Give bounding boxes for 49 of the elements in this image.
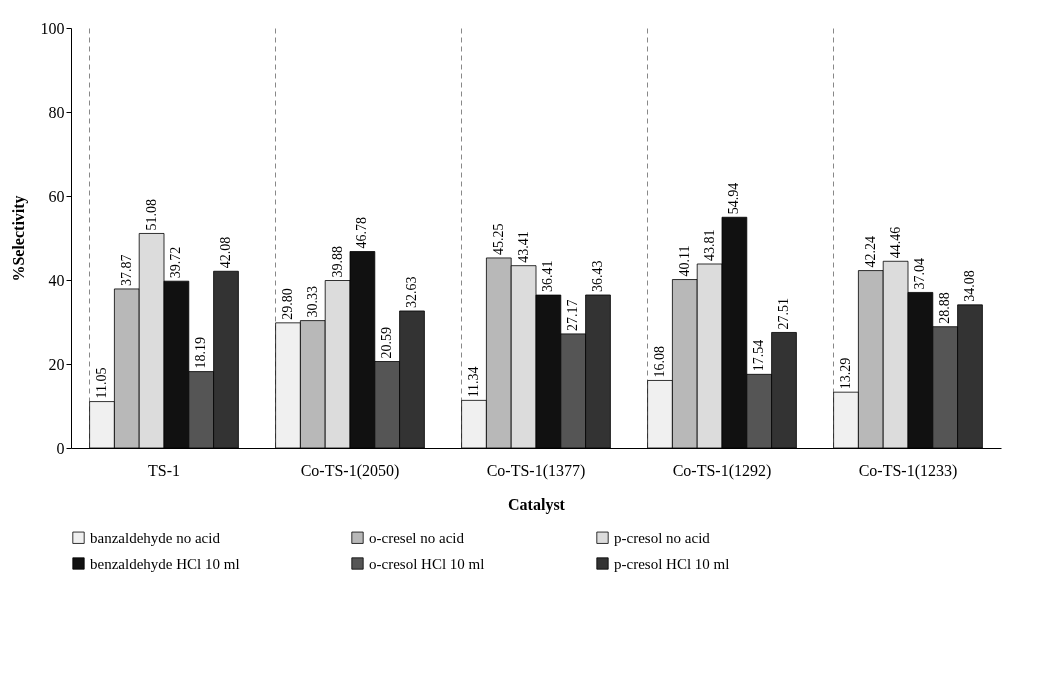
- data-label: 43.81: [701, 229, 717, 261]
- legend-label: o-cresol HCl 10 ml: [369, 555, 485, 572]
- data-label: 51.08: [143, 198, 159, 231]
- legend-label: o-cresel no acid: [369, 529, 465, 546]
- data-label: 16.08: [652, 345, 667, 378]
- legend-label: p-cresol HCl 10 ml: [614, 555, 730, 572]
- y-axis-title: %Selectivity: [9, 195, 28, 282]
- x-tick-label: Co-TS-1(1233): [858, 461, 958, 480]
- data-label: 39.72: [168, 246, 184, 279]
- x-tick-label: Co-TS-1(2050): [300, 461, 400, 480]
- legend-label: p-cresol no acid: [614, 529, 711, 546]
- data-label: 34.08: [962, 270, 977, 302]
- data-label: 37.04: [912, 257, 928, 290]
- y-tick-label: 100: [40, 19, 65, 37]
- y-tick-label: 60: [48, 187, 65, 205]
- data-label: 45.25: [490, 223, 506, 255]
- data-label: 36.43: [590, 260, 605, 292]
- data-label: 11.34: [466, 366, 481, 398]
- x-tick-label: Co-TS-1(1377): [486, 461, 586, 480]
- data-label: 40.11: [676, 245, 692, 277]
- data-label: 37.87: [118, 254, 134, 286]
- y-tick-label: 80: [48, 103, 65, 121]
- x-tick-label: Co-TS-1(1292): [672, 461, 772, 480]
- x-tick-label: TS-1: [148, 461, 180, 479]
- data-label: 18.19: [193, 337, 209, 369]
- y-tick-label: 20: [48, 355, 65, 373]
- data-label: 44.46: [887, 226, 903, 259]
- y-tick-label: 40: [48, 271, 65, 289]
- data-label: 28.88: [937, 292, 953, 324]
- x-axis-title: Catalyst: [508, 495, 566, 514]
- data-label: 30.33: [304, 286, 320, 318]
- data-label: 11.05: [94, 367, 109, 399]
- data-label: 20.59: [379, 327, 395, 359]
- data-label: 27.51: [776, 297, 791, 330]
- data-label: 46.78: [354, 217, 370, 249]
- data-label: 39.88: [329, 246, 345, 278]
- legend-label: benzaldehyde HCl 10 ml: [90, 555, 240, 572]
- data-label: 32.63: [404, 276, 419, 308]
- data-label: 13.29: [838, 357, 853, 390]
- y-tick-label: 0: [56, 439, 65, 457]
- data-label: 42.24: [862, 236, 878, 268]
- legend-label: banzaldehyde no acid: [90, 529, 221, 546]
- data-label: 42.08: [218, 236, 233, 269]
- data-label: 36.41: [540, 260, 556, 293]
- data-label: 43.41: [515, 231, 531, 263]
- data-label: 54.94: [726, 182, 742, 215]
- data-label: 27.17: [565, 299, 581, 331]
- data-label: 17.54: [751, 339, 767, 372]
- data-label: 29.80: [280, 288, 295, 320]
